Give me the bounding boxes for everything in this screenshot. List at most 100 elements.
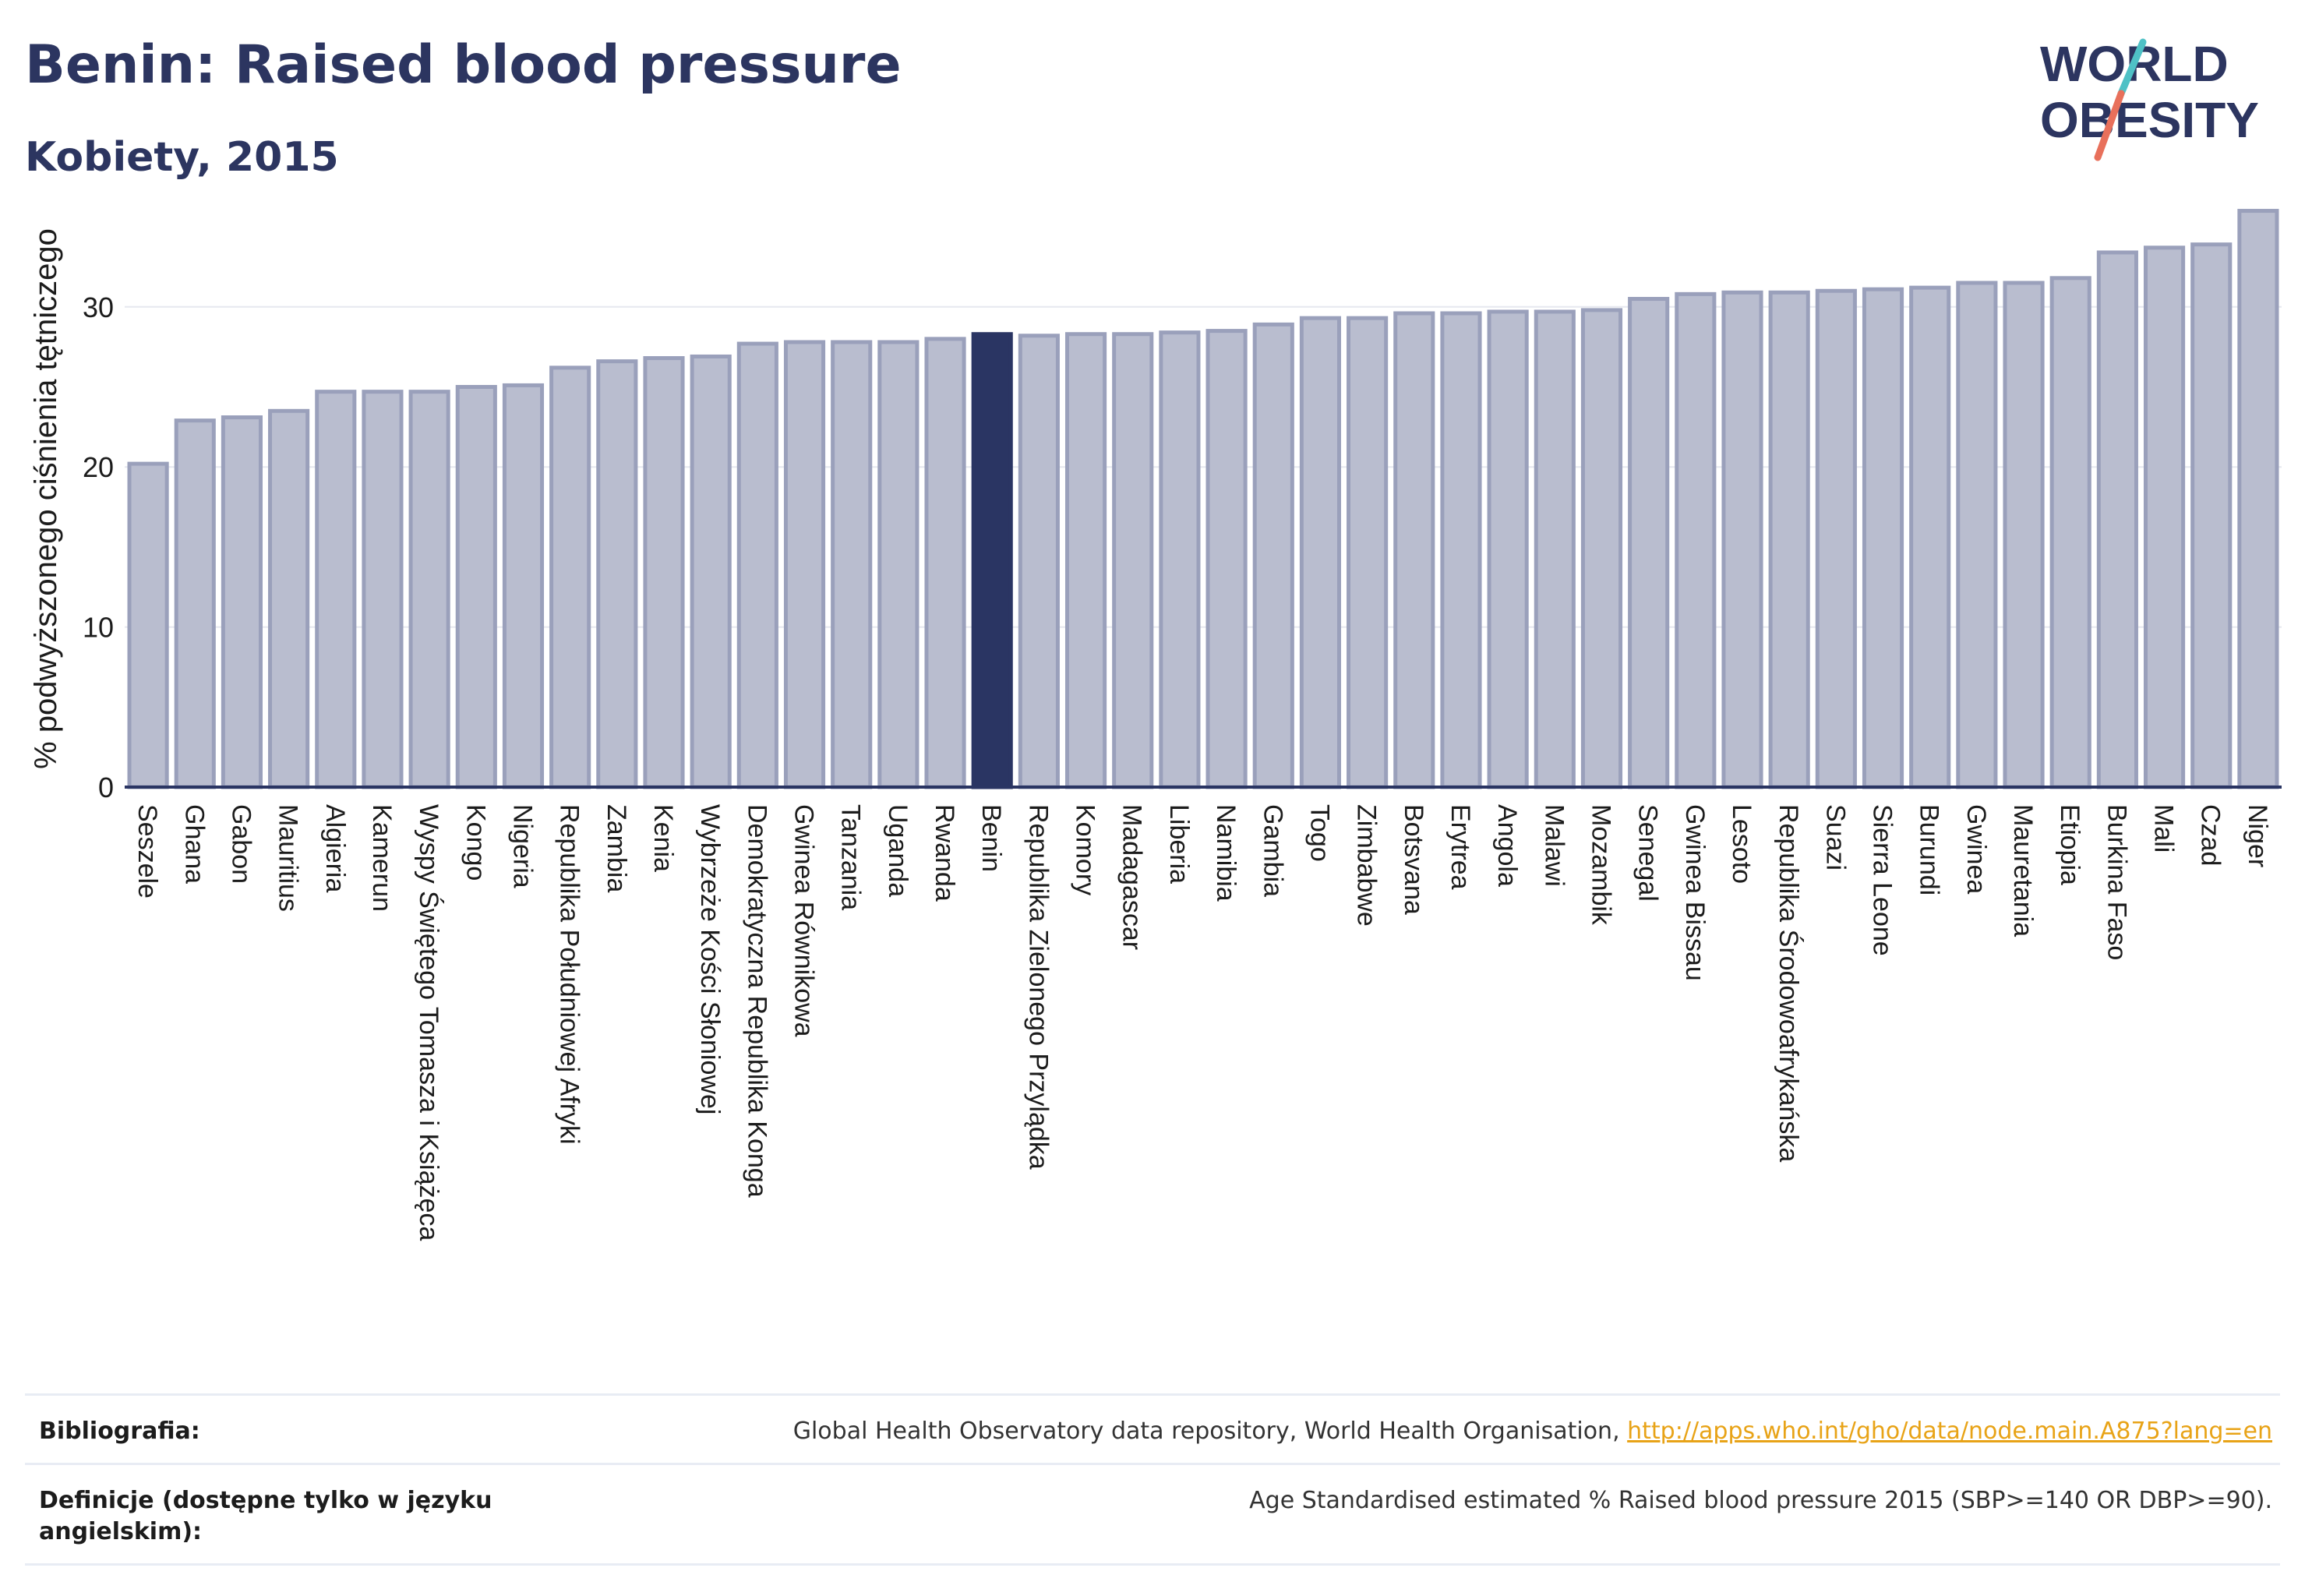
bar[interactable] [1534,309,1576,789]
bar[interactable] [736,341,778,789]
x-tick-label: Republika Zielonego Przylądka [1023,804,1053,1170]
chart-subtitle: Kobiety, 2015 [25,134,339,181]
chart-title: Benin: Raised blood pressure [25,34,902,96]
x-tick-label: Komory [1071,804,1100,895]
x-tick-label: Niger [2243,804,2272,867]
bar[interactable] [1347,316,1389,789]
x-tick-label: Mauretania [2008,804,2038,937]
x-tick-label: Mozambik [1586,804,1615,926]
bar[interactable] [2003,281,2045,789]
bar[interactable] [502,383,545,789]
bar[interactable] [1393,311,1435,789]
x-tick-label: Zambia [602,804,631,892]
logo-slash-top [2117,38,2147,97]
bar[interactable] [221,415,263,789]
bar[interactable] [268,408,310,789]
x-tick-label: Benin [976,804,1006,872]
bar[interactable] [924,337,966,789]
bar[interactable] [1252,322,1294,789]
bar[interactable] [315,390,357,789]
x-tick-label: Demokratyczna Republika Konga [742,804,771,1198]
bar[interactable] [877,340,920,789]
bar[interactable] [2237,209,2279,789]
bar[interactable] [643,356,685,789]
bar[interactable] [1815,288,1857,789]
bar[interactable] [455,384,497,789]
bibliography-link[interactable]: http://apps.who.int/gho/data/node.main.A… [1627,1418,2272,1445]
bar[interactable] [1205,329,1248,789]
bar[interactable] [596,359,638,789]
bar[interactable] [549,365,591,789]
y-axis-label: % podwyższonego ciśnienia tętniczego [29,228,63,769]
bar[interactable] [1018,334,1060,789]
x-tick-label: Nigeria [507,804,537,888]
bar[interactable] [127,461,169,789]
footer: Bibliografia: Global Health Observatory … [25,1393,2280,1566]
x-tick-label: Republika Południowej Afryki [555,804,584,1145]
bar-highlighted[interactable] [971,332,1013,789]
bar[interactable] [1580,308,1623,789]
x-tick-label: Senegal [1633,804,1663,902]
bar[interactable] [1487,309,1529,789]
bar[interactable] [1721,290,1763,789]
logo-slash-bottom [2094,90,2125,161]
definitions-value: Age Standardised estimated % Raised bloo… [1249,1487,2272,1514]
bar[interactable] [1440,311,1482,789]
y-tick-label: 30 [83,291,114,323]
bar[interactable] [783,340,826,789]
world-obesity-logo[interactable]: WORLD OBESITY [2026,34,2291,167]
x-tick-label: Seszele [132,804,162,899]
x-tick-label: Zimbabwe [1352,804,1382,927]
bar-chart: 0 10 20 30 Seszele Ghana Gabon Mauritius Algier… [29,209,2282,1241]
x-tick-label: Kenia [648,804,678,872]
x-tick-label: Kamerun [367,804,397,912]
x-tick-label: Algieria [320,804,350,892]
definitions-label: Definicje (dostępne tylko w języku angie… [39,1487,492,1545]
x-tick-label: Wybrzeże Kości Słoniowej [695,804,725,1114]
bar[interactable] [1909,285,1951,789]
x-tick-label: Czad [2196,804,2226,866]
y-tick-label: 20 [83,451,114,483]
x-tick-label: Gwinea Bissau [1680,804,1710,981]
bibliography-label: Bibliografia: [39,1418,200,1445]
bar[interactable] [1064,332,1107,789]
bar[interactable] [1675,291,1717,789]
bar[interactable] [1862,287,1904,789]
bar[interactable] [2049,276,2091,789]
x-tick-label: Togo [1304,804,1334,862]
x-tick-label: Angola [1492,804,1522,887]
bar[interactable] [1768,290,1810,789]
bar[interactable] [362,390,404,789]
x-tick-label: Gambia [1258,804,1287,897]
x-tick-label: Botsvana [1399,804,1428,915]
bar[interactable] [2096,250,2138,789]
x-tick-label: Uganda [883,804,912,897]
x-tick-label: Malawi [1539,804,1569,887]
bar[interactable] [2143,245,2186,789]
x-tick-label: Gwinea Równikowa [789,804,819,1037]
x-tick-label: Suazi [1820,804,1850,870]
bibliography-text: Global Health Observatory data repositor… [792,1418,1628,1445]
bar[interactable] [174,418,216,789]
bar[interactable] [1159,330,1201,789]
x-tick-label: Wyspy Świętego Tomasza i Książęca [414,804,444,1241]
bar[interactable] [408,390,450,789]
category-labels: Seszele Ghana Gabon Mauritius Algieria Kameru… [132,804,2272,1241]
bibliography-row: Bibliografia: Global Health Observatory … [25,1393,2280,1463]
bar[interactable] [1628,297,1670,789]
bar[interactable] [1112,332,1154,789]
x-tick-label: Liberia [1164,804,1194,884]
logo-text-obesity: OBESITY [2040,92,2259,148]
bar[interactable] [690,354,732,789]
x-tick-label: Madagascar [1117,804,1147,950]
x-tick-label: Burkina Faso [2102,804,2131,960]
bar[interactable] [831,340,873,789]
bar[interactable] [1956,281,1998,789]
bar[interactable] [2190,242,2233,789]
bar[interactable] [1299,316,1342,789]
bars [127,209,2279,789]
definitions-row: Definicje (dostępne tylko w języku angie… [25,1463,2280,1566]
x-tick-label: Burundi [1915,804,1944,895]
x-tick-label: Mauritius [274,804,303,912]
x-tick-label: Ghana [179,804,209,884]
